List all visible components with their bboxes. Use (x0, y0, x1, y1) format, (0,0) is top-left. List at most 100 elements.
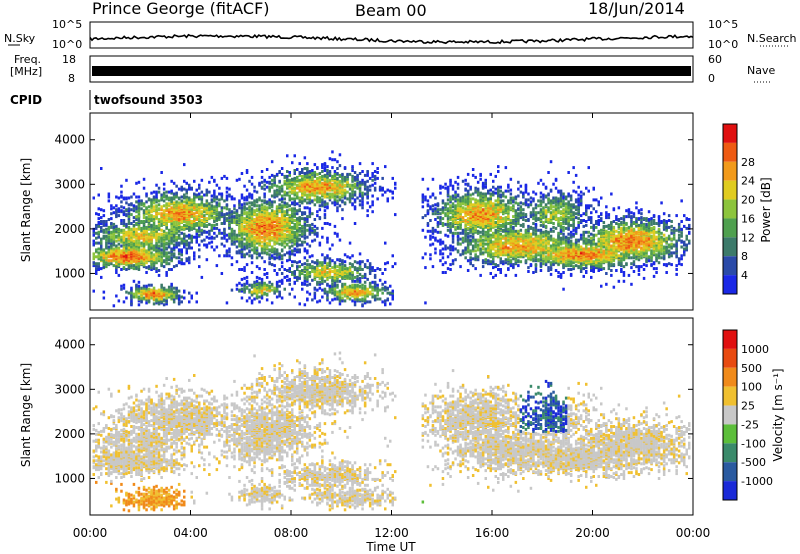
data-cell (363, 187, 367, 191)
data-cell (137, 303, 141, 307)
data-cell (338, 302, 342, 306)
data-cell (152, 223, 156, 227)
data-cell (494, 174, 497, 178)
data-cell (303, 276, 307, 280)
data-cell (137, 241, 141, 245)
data-cell (208, 214, 211, 218)
data-cell (273, 231, 276, 235)
data-cell (155, 235, 158, 239)
data-cell (323, 222, 327, 225)
data-cell (449, 263, 452, 267)
data-cell (291, 177, 294, 181)
data-cell (127, 238, 131, 242)
data-cell (228, 193, 231, 197)
data-cell (326, 205, 329, 209)
data-cell (150, 288, 153, 292)
data-cell (167, 288, 171, 292)
data-cell (311, 188, 314, 192)
data-cell (291, 201, 294, 205)
data-cell (172, 222, 176, 226)
data-cell (280, 172, 284, 176)
data-cell (368, 290, 372, 294)
data-cell (343, 201, 347, 205)
data-cell (434, 207, 437, 211)
data-cell (130, 227, 133, 231)
data-cell (253, 189, 256, 193)
data-cell (115, 271, 118, 274)
data-cell (431, 177, 435, 181)
data-cell (97, 193, 100, 197)
data-cell (273, 250, 276, 254)
data-cell (245, 207, 249, 211)
data-cell (323, 200, 327, 204)
data-cell (185, 247, 188, 251)
data-cell (323, 279, 327, 283)
data-cell (386, 286, 389, 290)
data-cell (291, 197, 294, 201)
data-cell (424, 301, 427, 305)
data-cell (487, 197, 490, 201)
data-cell (245, 279, 249, 283)
data-cell (235, 235, 239, 239)
data-cell (107, 239, 111, 243)
data-cell (441, 263, 445, 267)
data-cell (341, 265, 344, 269)
data-cell (140, 252, 143, 256)
data-cell (283, 239, 286, 243)
data-cell (454, 247, 457, 251)
data-cell (150, 254, 153, 258)
data-cell (130, 286, 133, 290)
data-cell (321, 226, 324, 230)
data-cell (248, 290, 251, 294)
data-cell (147, 296, 151, 300)
data-cell (218, 192, 221, 196)
data-cell (120, 219, 123, 222)
data-cell (341, 272, 344, 275)
data-cell (424, 214, 427, 218)
data-cell (298, 162, 301, 166)
data-cell (253, 282, 256, 286)
data-cell (210, 216, 214, 220)
data-cell (489, 204, 492, 208)
data-cell (172, 194, 176, 198)
data-cell (441, 217, 445, 221)
data-cell (195, 215, 198, 219)
data-cell (265, 180, 269, 184)
data-cell (260, 282, 264, 286)
data-cell (273, 286, 276, 290)
data-cell (185, 191, 188, 195)
data-cell (258, 252, 261, 256)
data-cell (313, 293, 317, 297)
data-cell (203, 203, 206, 207)
data-cell (248, 221, 251, 224)
data-cell (361, 206, 364, 210)
data-cell (316, 214, 319, 218)
data-cell (492, 260, 495, 264)
data-cell (115, 239, 118, 243)
data-cell (140, 235, 143, 239)
data-cell (484, 178, 487, 182)
data-cell (280, 222, 284, 225)
data-cell (343, 285, 347, 289)
data-cell (147, 244, 151, 248)
data-cell (228, 213, 231, 217)
data-cell (185, 223, 188, 227)
data-cell (306, 235, 309, 239)
data-cell (107, 262, 111, 266)
data-cell (198, 195, 201, 199)
data-cell (306, 220, 309, 223)
data-cell (348, 183, 352, 187)
data-cell (321, 267, 324, 271)
data-cell (198, 209, 201, 213)
data-cell (115, 246, 118, 250)
data-cell (331, 158, 334, 162)
data-cell (160, 257, 163, 261)
data-cell (135, 215, 138, 219)
data-cell (115, 195, 118, 199)
data-cell (489, 197, 492, 201)
data-cell (145, 200, 148, 204)
data-cell (286, 174, 289, 178)
data-cell (449, 195, 452, 199)
data-cell (120, 184, 123, 188)
data-cell (230, 197, 234, 201)
